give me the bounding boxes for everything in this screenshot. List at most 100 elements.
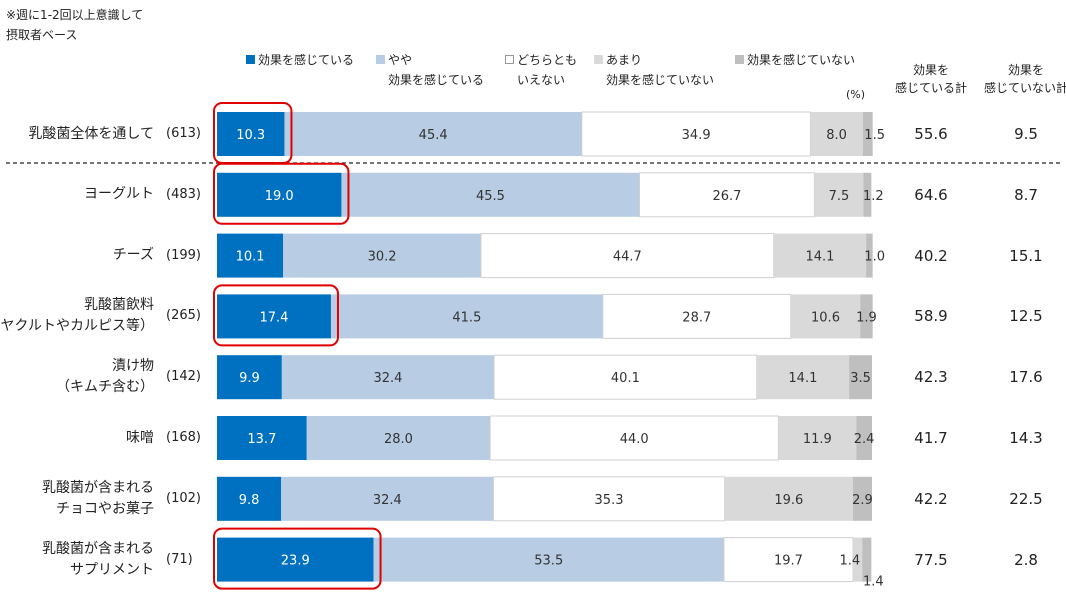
bar-segment	[810, 112, 863, 156]
sum-not-effective-value: 8.7	[1014, 185, 1038, 204]
sample-size: (613)	[166, 126, 201, 141]
highlight-box	[213, 284, 339, 347]
bar-value-label: 7.5	[829, 189, 850, 204]
bar-segment	[283, 233, 481, 278]
sum-not-effective-value: 2.8	[1014, 550, 1038, 569]
legend-label: やや	[388, 53, 413, 67]
category-label: 乳酸菌飲料 （ヤクルトやカルピス等）	[0, 295, 154, 337]
bar-value-label: 26.7	[712, 189, 741, 204]
bar-segment	[306, 416, 491, 460]
category-label: 乳酸菌が含まれるチョコやお菓子	[42, 478, 154, 520]
bar-segment	[778, 416, 857, 460]
legend-item-not-really-effective: あまり 効果を感じていない	[594, 50, 714, 90]
sample-size: (199)	[166, 247, 201, 263]
base-note-line2: 摂取者ベース	[6, 28, 78, 42]
bar-segment	[724, 476, 854, 521]
bar-segment	[862, 112, 873, 156]
category-label-line: （ヤクルトやカルピス等）	[0, 318, 154, 335]
bar-segment	[480, 233, 775, 279]
bar-segment	[217, 476, 282, 521]
legend-swatch	[246, 55, 255, 64]
bar-segment	[341, 172, 640, 217]
legend-label: 効果を感じていない	[747, 53, 856, 67]
sum-not-effective-value: 12.5	[1009, 307, 1043, 326]
bar-value-label: 11.9	[803, 432, 832, 447]
bar-value-label: 45.4	[419, 128, 448, 143]
bar-value-label: 32.4	[373, 493, 402, 508]
sum-effective-value: 77.5	[914, 550, 948, 569]
bar-segment	[217, 172, 342, 217]
bar-segment	[281, 476, 494, 521]
bar-value-label: 9.8	[239, 493, 260, 508]
category-label-line: 乳酸菌全体を通して	[28, 125, 154, 142]
summary-header-not-effective: 効果を 感じていない計	[976, 61, 1066, 97]
legend-label: どちらとも	[517, 53, 578, 67]
legend-label: 効果を感じている	[258, 53, 355, 67]
bar-segment	[217, 355, 282, 400]
bar-segment	[862, 537, 872, 582]
sum-effective-value: 40.2	[914, 246, 948, 265]
legend-swatch	[505, 55, 514, 64]
category-label-line: チョコやお菓子	[56, 500, 154, 517]
sample-size: (168)	[166, 430, 201, 445]
category-label-line: 乳酸菌が含まれる	[42, 479, 154, 496]
category-label: 味噌	[126, 428, 154, 449]
sample-size: (71)	[166, 551, 193, 567]
bar-value-label: 1.5	[864, 128, 885, 143]
sum-effective-value: 42.2	[914, 489, 948, 508]
category-label-line: 味噌	[126, 429, 154, 446]
bar-value-label: 19.6	[774, 493, 803, 508]
bar-segment	[217, 112, 285, 156]
summary-header-line: 感じていない計	[983, 81, 1066, 95]
legend-label: あまり	[606, 53, 643, 67]
bar-segment	[814, 172, 864, 217]
legend-item-somewhat-effective: やや 効果を感じている	[376, 50, 484, 90]
legend-swatch	[594, 55, 603, 64]
bar-segment	[373, 537, 724, 582]
bar-value-label: 28.0	[384, 432, 413, 447]
category-label-line: チーズ	[112, 247, 154, 264]
bar-value-label: 2.4	[854, 432, 875, 447]
sample-size: (142)	[166, 369, 201, 385]
sum-effective-value: 58.9	[914, 307, 948, 326]
bar-value-label: 8.0	[826, 128, 847, 143]
bar-segment	[853, 476, 872, 521]
sum-not-effective-value: 22.5	[1009, 489, 1043, 508]
bar-value-label: 19.7	[774, 554, 803, 569]
bar-value-label: 13.7	[247, 432, 276, 447]
bar-segment	[217, 233, 284, 278]
summary-header-effective: 効果を 感じている計	[881, 61, 981, 97]
sum-effective-value: 64.6	[914, 185, 948, 204]
bar-value-label: 32.4	[373, 371, 402, 386]
legend-label-line2: いえない	[517, 73, 566, 87]
bar-segment	[863, 172, 872, 217]
bar-segment	[723, 537, 854, 583]
bar-value-label: 41.5	[452, 310, 481, 325]
bar-segment	[284, 112, 582, 156]
category-label: 乳酸菌が含まれる サプリメント	[42, 539, 154, 581]
bar-segment	[756, 355, 850, 400]
sample-size: (483)	[166, 186, 201, 202]
bar-value-label: 1.2	[863, 189, 884, 204]
sum-not-effective-value: 9.5	[1014, 125, 1038, 143]
bar-value-label: 14.1	[805, 250, 834, 265]
sum-not-effective-value: 17.6	[1009, 368, 1043, 387]
bar-value-label: 1.9	[856, 310, 877, 325]
bar-value-label: 10.3	[236, 128, 265, 143]
bar-segment	[217, 294, 331, 339]
bar-value-label: 10.1	[236, 250, 265, 265]
bar-value-label: 10.6	[811, 310, 840, 325]
bar-value-label: 28.7	[682, 310, 711, 325]
bar-value-label: 44.0	[620, 432, 649, 447]
legend-label-line2: 効果を感じている	[388, 73, 485, 87]
sum-not-effective-value: 14.3	[1009, 429, 1043, 447]
bar-value-label: 30.2	[368, 250, 397, 265]
legend-label-line2: 効果を感じていない	[606, 73, 715, 87]
sum-effective-value: 42.3	[914, 368, 948, 387]
summary-header-line: 効果を	[912, 63, 949, 77]
legend-swatch	[735, 55, 744, 64]
bar-segment	[856, 416, 872, 460]
summary-header-line: 効果を	[1007, 63, 1044, 77]
category-label-line: 乳酸菌が含まれる	[42, 540, 154, 557]
